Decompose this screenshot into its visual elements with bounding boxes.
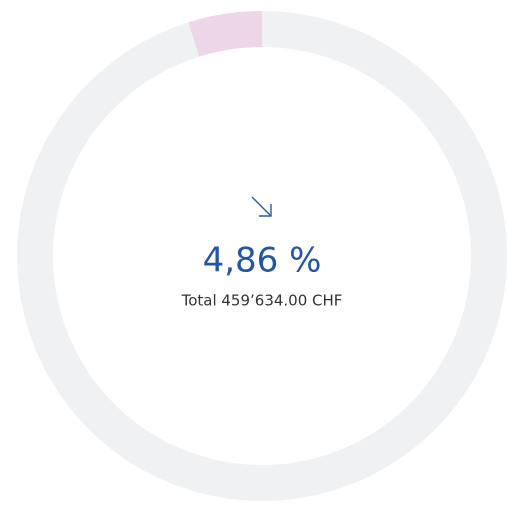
donut-segment bbox=[188, 11, 262, 57]
trend-arrow bbox=[251, 196, 272, 217]
value-label: 4,86 % bbox=[203, 241, 322, 281]
ring bbox=[17, 11, 507, 501]
arrow-head bbox=[259, 204, 272, 217]
subtitle: Total 459’634.00 CHF bbox=[181, 292, 343, 310]
arrow-shaft bbox=[251, 196, 272, 217]
